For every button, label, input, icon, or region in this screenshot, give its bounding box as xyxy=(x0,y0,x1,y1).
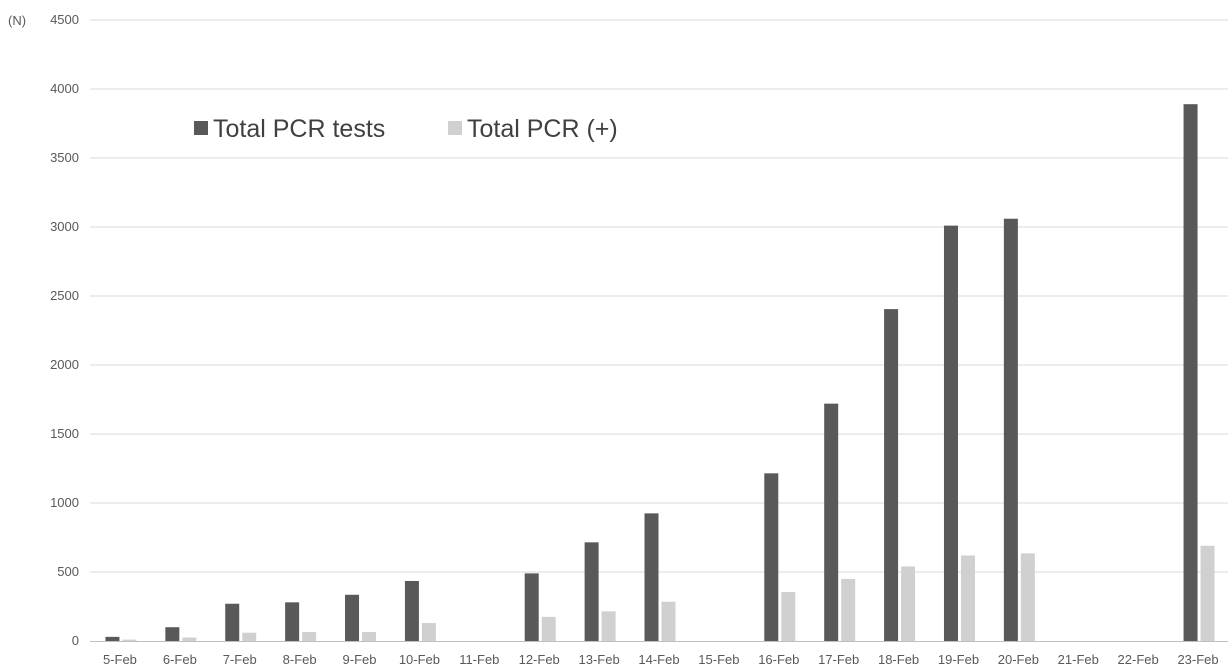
bar-total-pcr-tests xyxy=(824,403,839,641)
bar-total-pcr-tests xyxy=(105,636,120,641)
bar-total-pcr-positive xyxy=(1020,553,1035,641)
bar-total-pcr-positive xyxy=(122,639,137,641)
x-tick-label: 22-Feb xyxy=(1118,652,1159,667)
bar-total-pcr-tests xyxy=(285,602,300,641)
bar-total-pcr-tests xyxy=(1183,104,1198,642)
x-tick-label: 15-Feb xyxy=(698,652,739,667)
bar-total-pcr-positive xyxy=(421,623,436,641)
x-axis: 5-Feb 6-Feb 7-Feb 8-Feb 9-Feb 10-Feb 11-Feb 12-… xyxy=(103,652,1219,667)
y-tick-label: 2000 xyxy=(50,357,79,372)
x-tick-label: 16-Feb xyxy=(758,652,799,667)
gridlines xyxy=(90,19,1228,642)
bar-total-pcr-positive xyxy=(601,611,616,641)
bar-total-pcr-positive xyxy=(841,578,856,641)
y-tick-label: 500 xyxy=(57,564,79,579)
x-tick-label: 11-Feb xyxy=(459,652,499,667)
x-tick-label: 23-Feb xyxy=(1177,652,1218,667)
bar-total-pcr-tests xyxy=(884,309,899,641)
x-tick-label: 18-Feb xyxy=(878,652,919,667)
legend-swatch-total-pcr-positive xyxy=(448,121,462,135)
x-tick-label: 20-Feb xyxy=(998,652,1039,667)
bar-total-pcr-positive xyxy=(901,566,916,641)
bar-total-pcr-positive xyxy=(302,632,317,641)
x-tick-label: 10-Feb xyxy=(399,652,440,667)
legend-label-total-pcr-tests: Total PCR tests xyxy=(213,115,385,143)
bar-total-pcr-tests xyxy=(225,603,240,641)
bar-total-pcr-positive xyxy=(541,616,556,641)
bar-total-pcr-positive xyxy=(781,592,796,641)
x-tick-label: 7-Feb xyxy=(223,652,257,667)
x-tick-label: 5-Feb xyxy=(103,652,137,667)
bar-total-pcr-tests xyxy=(165,627,180,641)
x-tick-label: 9-Feb xyxy=(343,652,377,667)
y-tick-label: 2500 xyxy=(50,288,79,303)
y-tick-label: 1500 xyxy=(50,426,79,441)
legend-swatch-total-pcr-tests xyxy=(194,121,208,135)
y-tick-label: 1000 xyxy=(50,495,79,510)
bar-total-pcr-tests xyxy=(1003,218,1018,641)
x-tick-label: 13-Feb xyxy=(579,652,620,667)
bar-total-pcr-tests xyxy=(764,473,779,641)
bars xyxy=(105,104,1215,642)
bar-total-pcr-positive xyxy=(960,555,975,641)
bar-total-pcr-tests xyxy=(345,594,360,641)
x-tick-label: 14-Feb xyxy=(638,652,679,667)
bar-total-pcr-positive xyxy=(661,601,676,641)
y-tick-label: 3500 xyxy=(50,150,79,165)
bar-total-pcr-tests xyxy=(644,513,659,641)
bar-total-pcr-positive xyxy=(182,637,197,641)
bar-total-pcr-tests xyxy=(943,225,958,641)
bar-total-pcr-tests xyxy=(524,573,539,641)
x-tick-label: 12-Feb xyxy=(519,652,560,667)
bar-total-pcr-positive xyxy=(1200,545,1215,641)
x-tick-label: 21-Feb xyxy=(1058,652,1099,667)
x-tick-label: 8-Feb xyxy=(283,652,317,667)
y-unit-label: (N) xyxy=(8,13,26,28)
x-tick-label: 19-Feb xyxy=(938,652,979,667)
bar-total-pcr-positive xyxy=(242,632,257,641)
x-tick-label: 6-Feb xyxy=(163,652,197,667)
legend-label-total-pcr-positive: Total PCR (+) xyxy=(467,115,618,143)
bar-total-pcr-tests xyxy=(404,580,419,641)
y-tick-label: 0 xyxy=(72,633,79,648)
y-axis: 0 500 1000 1500 2000 2500 3000 3500 4000 4500 xyxy=(50,12,79,648)
x-tick-label: 17-Feb xyxy=(818,652,859,667)
bar-total-pcr-tests xyxy=(584,542,599,641)
y-tick-label: 3000 xyxy=(50,219,79,234)
legend: Total PCR tests Total PCR (+) xyxy=(194,115,618,143)
bar-total-pcr-positive xyxy=(362,632,377,641)
y-tick-label: 4000 xyxy=(50,81,79,96)
y-tick-label: 4500 xyxy=(50,12,79,27)
